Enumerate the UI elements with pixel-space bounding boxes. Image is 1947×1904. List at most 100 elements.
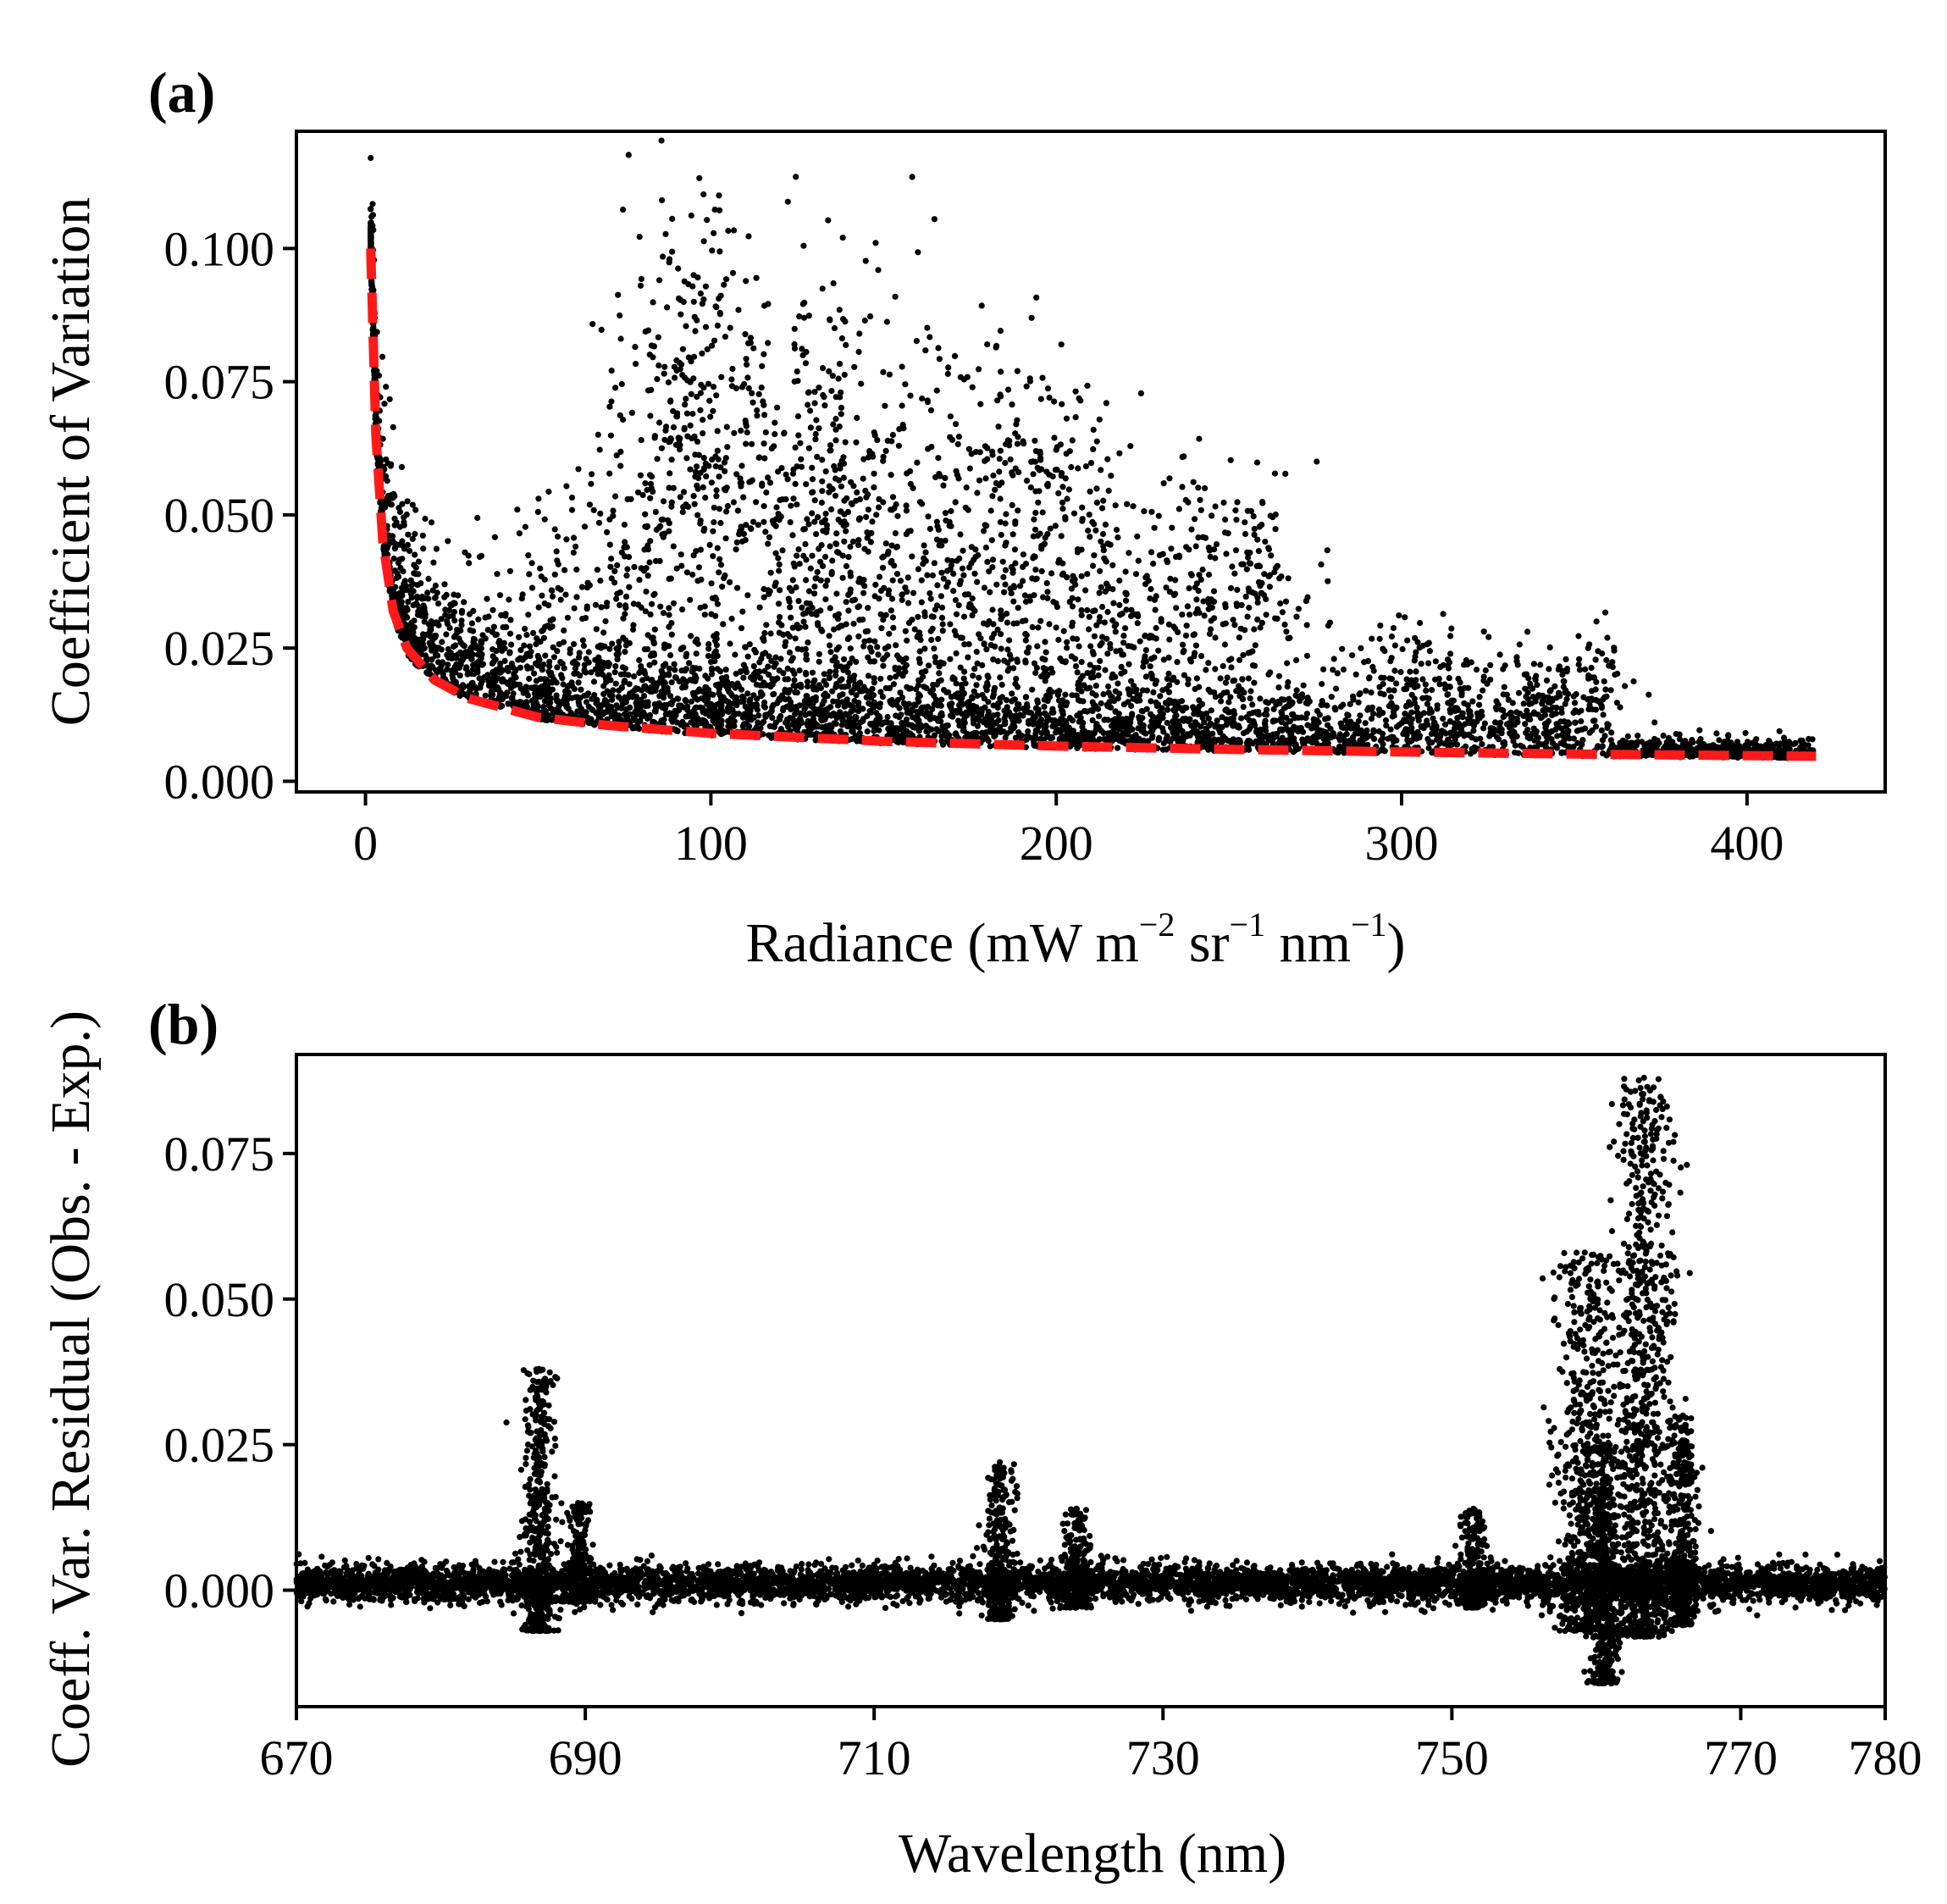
panel-a-data-point [1534,694,1540,700]
panel-a-data-point [1363,727,1370,734]
panel-a-data-point [1666,744,1673,751]
panel-a-data-point [649,473,655,480]
panel-a-data-point [1496,651,1503,658]
panel-a-data-point [827,704,834,711]
panel-a-data-point [1324,702,1330,709]
panel-a-data-point [1539,741,1546,748]
panel-a-data-point [1137,697,1143,704]
panel-a-data-point [762,711,769,718]
panel-a-data-point [1540,730,1547,737]
panel-a-data-point [1604,634,1611,641]
panel-a-data-point [690,375,697,382]
panel-a-data-point [784,718,791,725]
panel-a-data-point [1002,734,1009,741]
panel-a-data-point [450,643,457,650]
panel-a-data-point [1589,706,1596,713]
panel-a-data-point [606,403,613,410]
panel-a-data-point [1074,744,1081,751]
panel-a-data-point [632,344,639,351]
panel-a-data-point [725,227,732,235]
panel-a-data-point [542,652,549,659]
panel-a-data-point [1476,694,1483,700]
panel-a-data-point [707,413,714,420]
panel-a-data-point [624,495,631,503]
panel-a-data-point [1576,656,1583,662]
panel-a-data-point [1269,718,1276,725]
panel-a-data-point [713,392,720,399]
panel-a-data-point [1601,733,1608,739]
panel-a-data-point [642,328,649,335]
panel-a-data-point [1574,739,1581,747]
panel-a-data-point [1419,695,1426,701]
panel-a-data-point [845,721,852,728]
panel-a-data-point [563,704,570,711]
panel-a-data-point [770,691,777,698]
panel-a-data-point [1205,746,1212,753]
panel-a-data-point [1452,736,1458,743]
panel-a-data-point [784,676,792,683]
panel-a-data-point [1473,667,1480,673]
panel-a-data-point [1275,739,1282,746]
panel-a-data-point [401,522,407,529]
panel-a-data-point [1188,722,1195,729]
panel-a-data-point [1555,723,1562,730]
panel-a-data-point [1076,698,1084,705]
panel-a-data-point [524,692,532,699]
panel-a-data-point [829,688,836,695]
panel-a-data-point [923,684,930,692]
panel-a-data-point [729,269,737,276]
panel-a-data-point [720,708,727,715]
panel-a-data-point [942,726,949,733]
panel-a-data-point [407,547,413,555]
panel-a-data-point [696,665,703,672]
panel-a-data-point [1366,675,1373,682]
panel-a-data-point [1503,721,1511,728]
panel-a-data-point [976,711,982,717]
panel-a-data-point [1579,726,1585,733]
panel-a-data-point [500,667,506,674]
panel-a-data-point [666,575,672,583]
panel-a-data-point [575,679,582,686]
panel-a-data-point [700,238,707,245]
panel-a-data-point [1072,663,1080,670]
panel-a-data-point [1257,695,1264,702]
panel-a-data-point [638,275,645,282]
panel-a-data-point [1325,715,1331,722]
panel-a-data-point [682,696,689,704]
panel-a-data-point [391,545,398,552]
panel-a-data-point [929,706,936,712]
panel-a-data-point [1797,737,1804,744]
panel-a-data-point [501,657,508,665]
panel-a-data-point [661,716,667,723]
panel-a-data-point [412,601,420,607]
panel-a-data-point [395,505,402,512]
panel-a-data-point [470,661,477,668]
panel-a-data-point [1790,741,1797,748]
panel-a-data-point [1473,745,1480,752]
panel-a-data-point [1501,739,1507,746]
panel-a-data-point [638,437,644,444]
panel-a-data-point [705,641,712,648]
panel-a-data-point [384,541,390,549]
panel-a-data-point [805,717,811,725]
panel-a-data-point [654,456,661,462]
panel-a-data-point [709,247,716,254]
panel-a-data-point [1087,661,1093,668]
panel-a-data-point [774,404,781,411]
panel-a-data-point [509,664,517,671]
panel-a-data-point [1442,685,1449,692]
panel-a-data-point [1461,733,1468,739]
panel-a-data-point [1405,699,1413,706]
panel-a-data-point [1416,711,1423,718]
panel-a-data-point [707,705,714,711]
panel-a-data-point [422,611,429,617]
panel-a-data-point [673,367,680,374]
panel-a-data-point [387,462,394,469]
panel-a-data-point [460,641,467,649]
panel-a-data-point [460,682,467,689]
panel-a-data-point [1069,729,1076,736]
panel-a-data-point [545,700,553,707]
panel-a-data-point [1562,700,1568,707]
panel-a-data-point [383,456,390,463]
panel-a-data-point [494,571,501,578]
